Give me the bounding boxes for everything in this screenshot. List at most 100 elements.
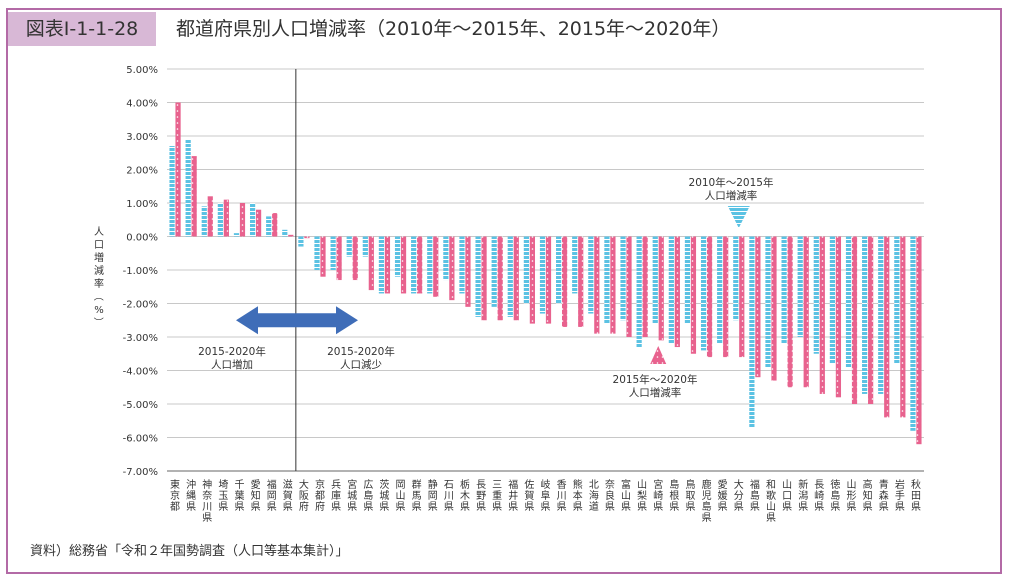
- x-tick-label: 高知県: [863, 478, 873, 513]
- bar-2010-2015: [781, 236, 787, 344]
- x-tick-label: 大阪府: [299, 478, 309, 513]
- bar-2010-2015: [894, 236, 900, 364]
- x-tick-char: 木: [460, 490, 470, 502]
- x-tick-char: 千: [234, 479, 244, 491]
- x-tick-label: 愛媛県: [718, 478, 728, 513]
- bar-2010-2015: [878, 236, 884, 394]
- bar-2015-2020: [594, 236, 600, 334]
- x-tick-char: 福: [267, 478, 277, 491]
- x-tick-label: 福島県: [750, 478, 760, 513]
- bar-2015-2020: [787, 236, 793, 388]
- x-tick-char: 道: [589, 500, 599, 513]
- x-tick-char: 岐: [541, 478, 551, 491]
- x-tick-label: 佐賀県: [524, 479, 534, 513]
- x-tick-label: 島根県: [669, 478, 679, 513]
- x-tick-label: 山口県: [782, 479, 792, 513]
- x-tick-char: 川: [202, 502, 212, 513]
- x-tick-char: 山: [621, 490, 631, 502]
- x-tick-char: 山: [782, 479, 792, 491]
- bar-2010-2015: [169, 146, 175, 237]
- x-tick-char: 東: [170, 478, 180, 491]
- x-tick-label: 岡山県: [396, 479, 406, 513]
- increase-label-line: 人口増加: [211, 358, 253, 371]
- bar-2010-2015: [845, 236, 852, 368]
- x-tick-char: 児: [702, 490, 712, 502]
- x-tick-label: 岐阜県: [541, 478, 551, 513]
- bar-2010-2015: [620, 236, 626, 321]
- x-tick-char: 知: [251, 489, 261, 502]
- y-tick-label: 1.00%: [126, 199, 158, 210]
- x-tick-char: 愛: [718, 478, 728, 491]
- x-tick-char: 県: [702, 512, 712, 524]
- x-tick-char: 賀: [524, 490, 534, 502]
- bar-2015-2020: [723, 236, 729, 358]
- x-tick-label: 徳島県: [830, 478, 840, 513]
- x-tick-char: 県: [718, 501, 728, 513]
- x-tick-char: 県: [428, 501, 438, 513]
- x-tick-char: 山: [847, 479, 857, 491]
- y-tick-label: 4.00%: [126, 99, 158, 110]
- x-tick-char: 群: [412, 478, 422, 491]
- bar-2015-2020: [578, 236, 584, 327]
- x-tick-char: 阪: [299, 489, 309, 502]
- bar-2015-2020: [658, 236, 664, 341]
- x-tick-char: 潟: [798, 489, 808, 502]
- bar-2015-2020: [545, 236, 552, 324]
- y-tick-label: -1.00%: [123, 266, 158, 277]
- bar-2015-2020: [288, 234, 294, 237]
- bar-2015-2020: [771, 236, 777, 381]
- x-tick-char: 奈: [605, 478, 615, 491]
- x-tick-char: 県: [347, 501, 357, 513]
- x-tick-char: 山: [637, 479, 647, 491]
- x-tick-char: 城: [347, 490, 357, 502]
- x-tick-char: 島: [830, 489, 840, 502]
- x-tick-label: 山梨県: [637, 479, 647, 513]
- bar-2010-2015: [298, 236, 304, 247]
- series2-marker: [650, 346, 667, 364]
- x-tick-char: 県: [734, 501, 744, 513]
- x-tick-char: 島: [669, 478, 679, 491]
- series2-callout-line: 人口増減率: [629, 386, 682, 399]
- x-tick-label: 岩手県: [895, 478, 905, 513]
- bar-2010-2015: [459, 236, 465, 294]
- y-tick-label: -5.00%: [123, 400, 158, 411]
- y-tick-label: -6.00%: [123, 434, 158, 445]
- y-tick-label: 5.00%: [126, 65, 158, 76]
- x-tick-char: 県: [637, 501, 647, 513]
- bar-2010-2015: [797, 236, 803, 337]
- bar-2015-2020: [529, 236, 535, 324]
- bar-2015-2020: [900, 236, 906, 418]
- bar-2015-2020: [819, 236, 825, 394]
- x-tick-label: 熊本県: [573, 478, 583, 513]
- x-tick-char: 県: [541, 501, 551, 513]
- bar-2010-2015: [249, 203, 256, 237]
- bar-2015-2020: [610, 236, 616, 334]
- x-tick-char: 都: [170, 501, 180, 513]
- x-tick-char: 兵: [331, 478, 341, 491]
- y-axis-label-char: %: [94, 305, 104, 316]
- x-tick-char: 都: [315, 490, 325, 502]
- series1-callout-line: 人口増減率: [705, 189, 758, 202]
- x-tick-char: 県: [847, 501, 857, 513]
- bar-2010-2015: [475, 236, 481, 317]
- bar-2015-2020: [642, 236, 648, 337]
- x-tick-char: 県: [331, 501, 341, 513]
- bar-2015-2020: [400, 236, 407, 294]
- bar-2015-2020: [851, 236, 858, 404]
- x-tick-char: 取: [685, 490, 695, 502]
- x-tick-label: 宮城県: [347, 478, 357, 513]
- bar-2015-2020: [465, 236, 471, 307]
- x-tick-char: 県: [379, 501, 389, 513]
- x-tick-char: 鹿: [702, 478, 712, 491]
- x-tick-char: 庫: [331, 489, 341, 502]
- bar-2015-2020: [336, 236, 342, 281]
- x-tick-char: 静: [428, 478, 438, 491]
- bar-2010-2015: [346, 236, 352, 257]
- bar-2015-2020: [175, 102, 181, 237]
- x-tick-char: 大: [299, 478, 309, 491]
- x-tick-char: 岩: [895, 478, 905, 491]
